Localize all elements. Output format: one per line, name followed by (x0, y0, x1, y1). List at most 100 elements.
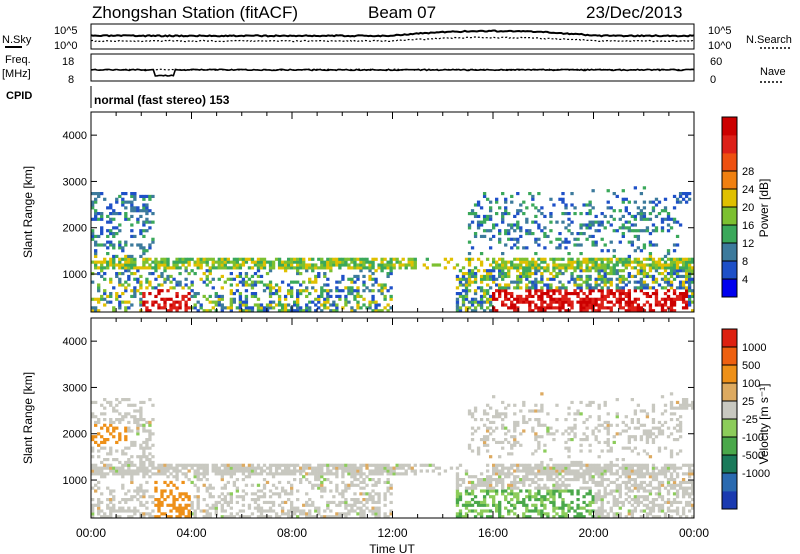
data-cell (600, 500, 604, 505)
data-cell (684, 200, 689, 204)
data-cell (280, 512, 285, 516)
data-cell (488, 455, 493, 459)
data-cell (657, 263, 662, 267)
data-cell (172, 266, 176, 270)
data-cell (293, 512, 297, 516)
data-cell (208, 512, 212, 516)
data-cell (615, 257, 619, 261)
data-cell (211, 286, 215, 290)
data-cell (522, 429, 526, 433)
data-cell (612, 209, 616, 213)
data-cell (464, 286, 469, 290)
data-cell (591, 220, 595, 224)
data-cell (139, 303, 143, 307)
data-cell (546, 303, 550, 307)
data-cell (383, 257, 387, 261)
data-cell (473, 486, 478, 490)
data-cell (268, 269, 273, 273)
data-cell (630, 515, 634, 519)
data-cell (163, 260, 167, 264)
data-cell (335, 466, 339, 470)
data-cell (103, 463, 107, 467)
data-cell (184, 294, 188, 299)
data-cell (293, 463, 297, 467)
data-cell (220, 294, 224, 299)
data-cell (470, 246, 475, 250)
data-cell (570, 489, 574, 493)
data-cell (627, 274, 631, 279)
data-cell (205, 512, 209, 516)
data-cell (356, 498, 360, 502)
data-cell (338, 257, 342, 261)
data-cell (464, 489, 469, 493)
data-cell (681, 495, 686, 499)
data-cell (139, 229, 143, 233)
data-cell (633, 286, 638, 290)
data-cell (103, 446, 107, 450)
data-cell (317, 478, 321, 482)
data-cell (513, 420, 517, 425)
data-cell (585, 223, 589, 227)
data-cell (476, 446, 481, 450)
data-cell (507, 483, 511, 487)
data-cell (241, 469, 246, 473)
data-cell (94, 212, 98, 216)
data-cell (121, 263, 125, 267)
data-cell (528, 515, 532, 519)
data-cell (618, 240, 622, 244)
data-cell (148, 452, 152, 456)
data-cell (501, 192, 505, 196)
data-cell (627, 486, 631, 490)
data-cell (488, 277, 493, 281)
data-cell (323, 478, 327, 482)
data-cell (97, 486, 101, 490)
data-cell (163, 469, 167, 473)
data-cell (579, 300, 583, 304)
data-cell (476, 257, 481, 261)
data-cell (666, 212, 671, 216)
data-cell (597, 475, 601, 479)
data-cell (582, 506, 586, 510)
data-cell (627, 438, 631, 442)
data-cell (479, 300, 484, 304)
data-cell (160, 306, 164, 310)
data-cell (672, 509, 677, 513)
data-cell (528, 469, 532, 473)
data-cell (663, 469, 668, 473)
data-cell (175, 306, 179, 310)
data-cell (567, 252, 571, 256)
data-cell (615, 478, 619, 482)
data-cell (564, 289, 568, 293)
data-cell (534, 403, 538, 407)
data-cell (588, 286, 592, 290)
data-cell (633, 472, 638, 476)
data-cell (130, 495, 134, 499)
data-cell (573, 472, 577, 476)
data-cell (238, 272, 243, 276)
data-cell (464, 515, 469, 519)
data-cell (546, 263, 550, 267)
data-cell (546, 277, 550, 281)
data-cell (326, 306, 330, 310)
data-cell (121, 466, 125, 470)
data-cell (606, 426, 610, 430)
data-cell (127, 420, 131, 425)
data-cell (648, 483, 653, 487)
data-cell (522, 257, 526, 261)
data-cell (528, 232, 532, 236)
data-cell (687, 472, 692, 476)
data-cell (175, 498, 179, 502)
data-cell (534, 266, 538, 270)
data-cell (672, 263, 677, 267)
data-cell (603, 294, 607, 299)
data-cell (552, 489, 556, 493)
data-cell (305, 500, 309, 505)
data-cell (510, 292, 514, 296)
data-cell (501, 252, 505, 256)
data-cell (555, 257, 559, 261)
data-cell (106, 246, 110, 250)
data-cell (594, 300, 598, 304)
data-cell (371, 289, 375, 293)
data-cell (561, 300, 565, 304)
